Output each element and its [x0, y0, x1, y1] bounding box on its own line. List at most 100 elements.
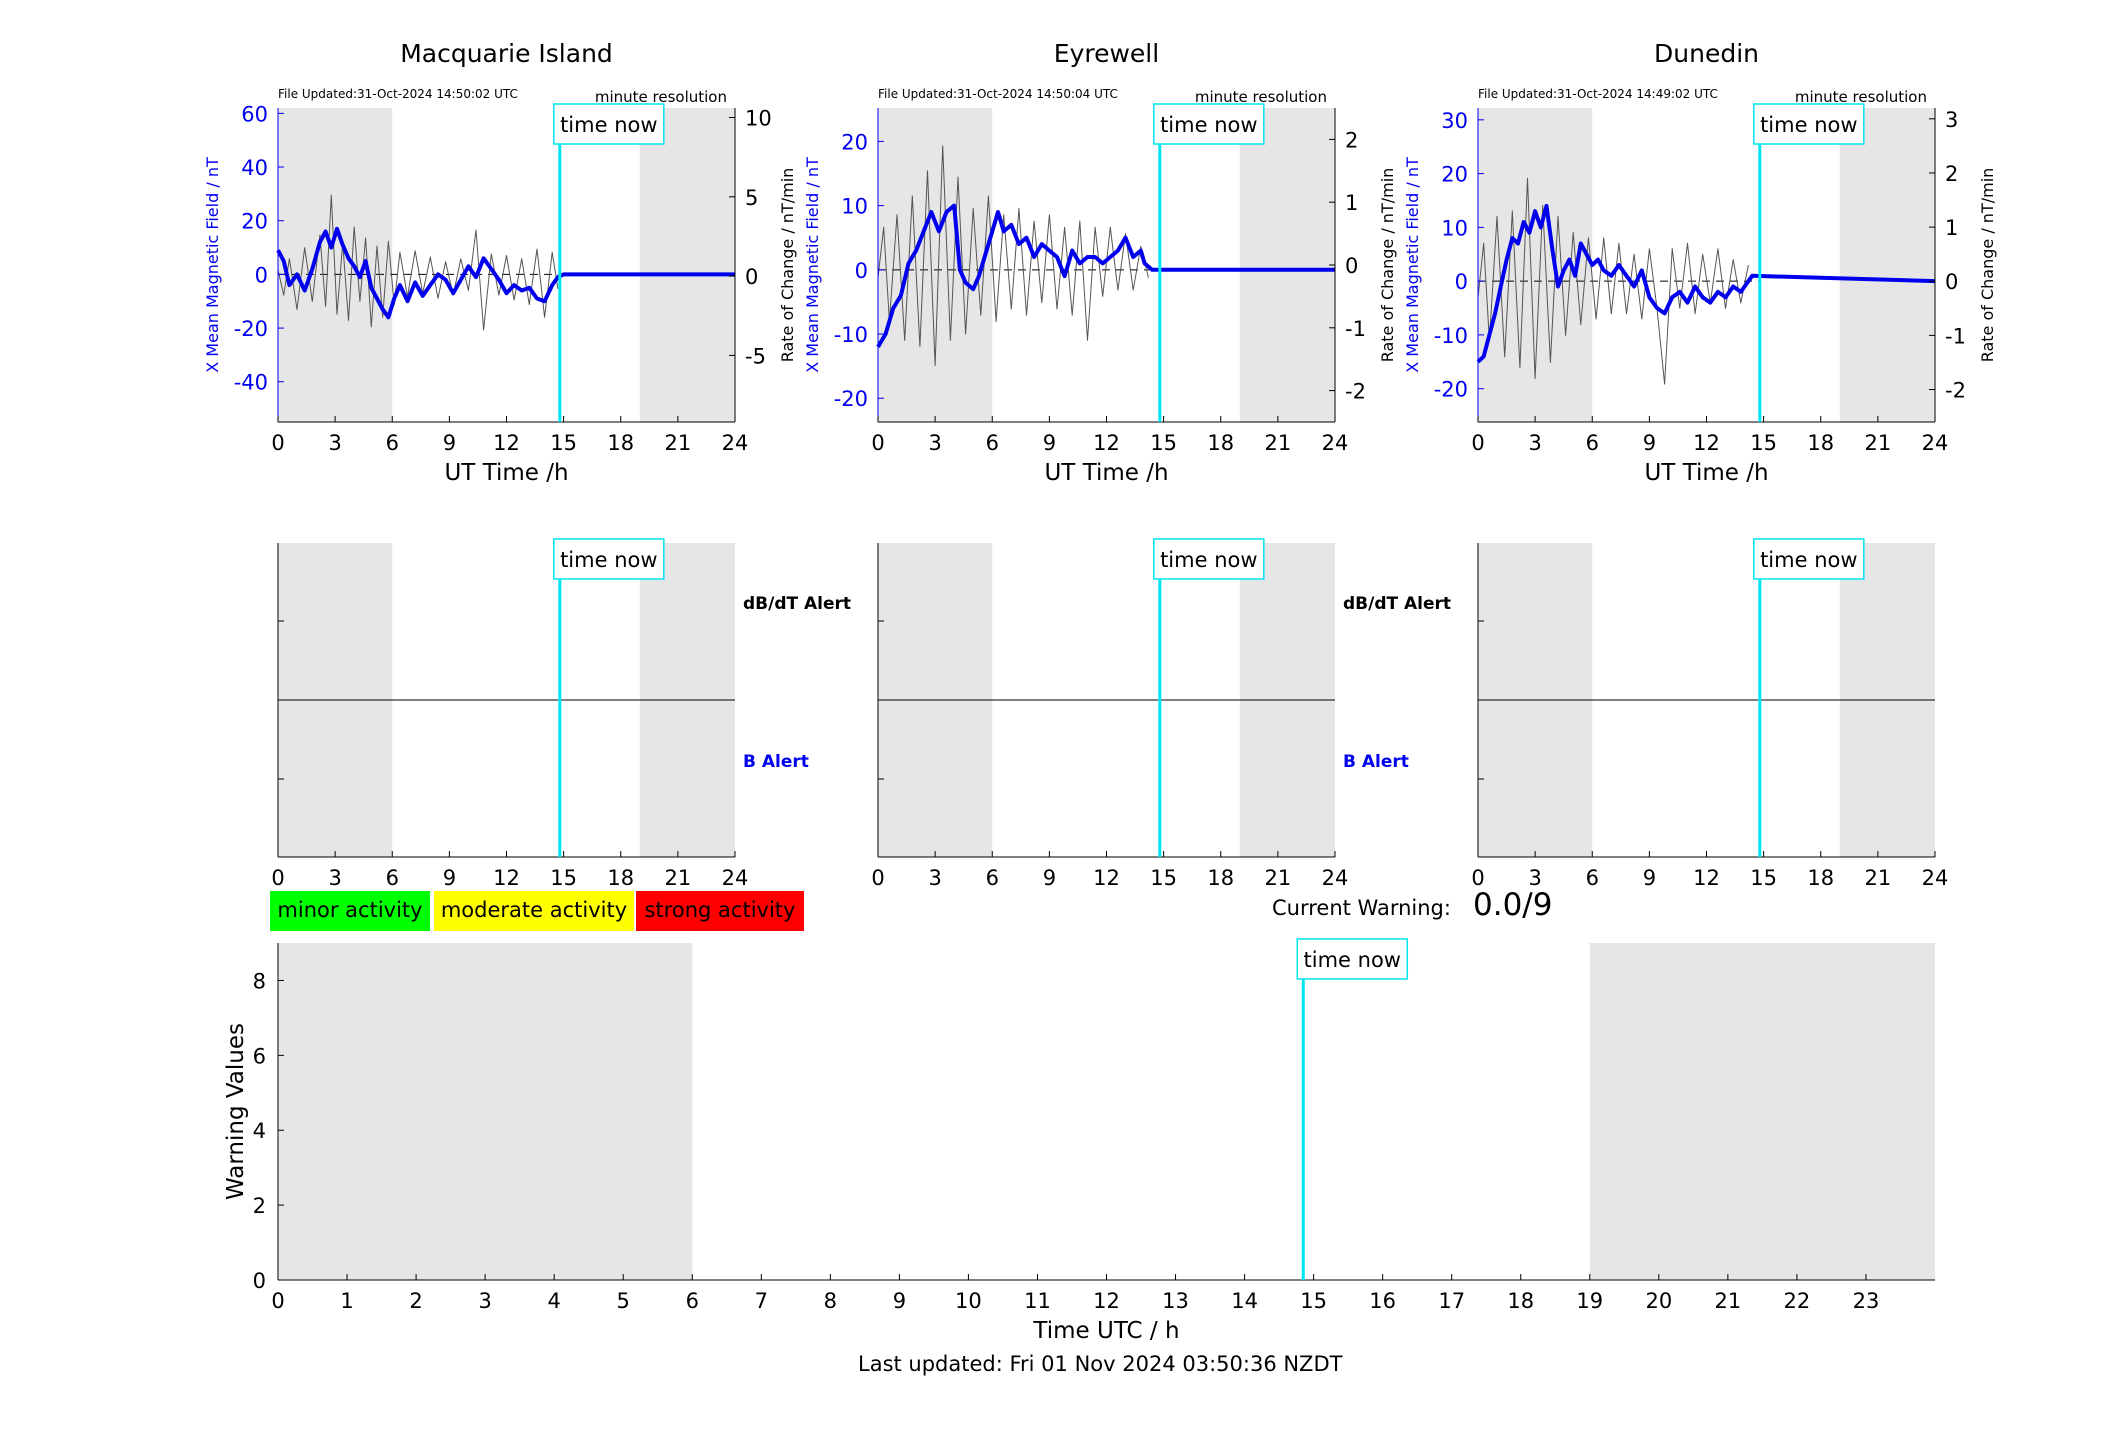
- station-2-shade-1: [1839, 108, 1935, 422]
- station-2-file-updated: File Updated:31-Oct-2024 14:49:02 UTC: [1478, 87, 1718, 101]
- station-2-x-label: UT Time /h: [1644, 460, 1768, 486]
- warning-x-tick-label: 21: [1715, 1289, 1742, 1313]
- alert-1-time-now-label: time now: [1160, 548, 1257, 572]
- current-warning-label: Current Warning:: [1272, 896, 1451, 920]
- station-2-time-now-box: [1753, 103, 1865, 145]
- station-1-y-left-tick-label: 0: [855, 259, 868, 283]
- warning-time-now-box: [1296, 938, 1409, 980]
- station-1-y-left-tick-label: 20: [841, 130, 868, 154]
- warning-x-tick-label: 23: [1853, 1289, 1880, 1313]
- alert-1-x-tick-label: 15: [1150, 866, 1177, 890]
- station-1-field-series: [876, 203, 1335, 348]
- alert-0-x-tick-label: 6: [386, 866, 399, 890]
- station-2-x-tick-label: 0: [1471, 431, 1484, 455]
- alert-2-x-tick-label: 15: [1750, 866, 1777, 890]
- warning-x-tick-label: 14: [1231, 1289, 1258, 1313]
- alert-0-x-tick-label: 15: [550, 866, 577, 890]
- warning-x-tick-label: 20: [1645, 1289, 1672, 1313]
- alert-1-b-alert-label: B Alert: [1343, 752, 1409, 772]
- alert-0-time-now-box: [553, 538, 665, 580]
- station-1-y-right-tick-label: 2: [1345, 128, 1358, 152]
- alert-1-dbdt-label: dB/dT Alert: [1343, 594, 1451, 614]
- alert-2-x-tick-label: 6: [1586, 866, 1599, 890]
- station-2-x-tick-label: 9: [1643, 431, 1656, 455]
- station-2-x-tick-label: 24: [1922, 431, 1949, 455]
- station-0-x-tick-label: 0: [271, 431, 284, 455]
- warning-x-tick-label: 19: [1576, 1289, 1603, 1313]
- legend-moderate-activity: moderate activity: [434, 891, 634, 931]
- alert-2-time-now-label: time now: [1760, 548, 1857, 572]
- alert-2-x-tick-label: 18: [1807, 866, 1834, 890]
- alert-2-x-tick-label: 0: [1471, 866, 1484, 890]
- station-1-y-right-tick-label: 0: [1345, 254, 1358, 278]
- station-1-x-tick-label: 21: [1265, 431, 1292, 455]
- station-2-x-tick-label: 15: [1750, 431, 1777, 455]
- station-1-y-right-tick-label: 1: [1345, 191, 1358, 215]
- station-2-rate-series: [1477, 177, 1749, 385]
- warning-x-tick-label: 6: [686, 1289, 699, 1313]
- alert-0-time-now-label: time now: [560, 548, 657, 572]
- station-0-y-left-label: X Mean Magnetic Field / nT: [203, 157, 222, 373]
- warning-y-tick-label: 4: [253, 1119, 266, 1143]
- warning-y-tick-label: 8: [253, 969, 266, 993]
- warning-x-tick-label: 3: [478, 1289, 491, 1313]
- station-1-x-tick-label: 24: [1322, 431, 1349, 455]
- station-1-x-tick-label: 6: [986, 431, 999, 455]
- station-0-x-tick-label: 21: [665, 431, 692, 455]
- alert-1-x-tick-label: 24: [1322, 866, 1349, 890]
- last-updated-text: Last updated: Fri 01 Nov 2024 03:50:36 N…: [858, 1352, 1343, 1376]
- warning-x-tick-label: 18: [1507, 1289, 1534, 1313]
- warning-x-tick-label: 13: [1162, 1289, 1189, 1313]
- station-0-y-left-tick-label: 40: [241, 156, 268, 180]
- station-2-y-left-tick-label: 0: [1455, 270, 1468, 294]
- station-0-y-right-tick-label: 5: [745, 186, 758, 210]
- station-2-x-tick-label: 6: [1586, 431, 1599, 455]
- station-0-x-tick-label: 18: [607, 431, 634, 455]
- station-2-field-series: [1476, 203, 1936, 364]
- station-1-y-left-tick-label: -20: [834, 387, 868, 411]
- warning-shade-1: [1589, 943, 1935, 1280]
- station-2-y-right-tick-label: 1: [1945, 216, 1958, 240]
- station-2-y-left-tick-label: 30: [1441, 109, 1468, 133]
- warning-y-tick-label: 6: [253, 1044, 266, 1068]
- station-0-field-series: [276, 226, 735, 320]
- warning-x-tick-label: 11: [1024, 1289, 1051, 1313]
- station-0-y-right-tick-label: 0: [745, 265, 758, 289]
- alert-2-x-tick-label: 3: [1528, 866, 1541, 890]
- station-2-y-right-tick-label: 3: [1945, 108, 1958, 132]
- station-0-x-tick-label: 24: [722, 431, 749, 455]
- station-0-x-tick-label: 12: [493, 431, 520, 455]
- alert-0-b-alert-label: B Alert: [743, 752, 809, 772]
- station-2-y-left-tick-label: -10: [1434, 324, 1468, 348]
- station-2-y-right-tick-label: -1: [1945, 324, 1966, 348]
- station-1-y-left-label: X Mean Magnetic Field / nT: [803, 157, 822, 373]
- alert-1-x-tick-label: 0: [871, 866, 884, 890]
- warning-x-tick-label: 16: [1369, 1289, 1396, 1313]
- station-1-x-tick-label: 9: [1043, 431, 1056, 455]
- alert-2-x-tick-label: 21: [1865, 866, 1892, 890]
- station-0-y-left-tick-label: -40: [234, 371, 268, 395]
- station-0-y-left-tick-label: 60: [241, 102, 268, 126]
- station-2-x-tick-label: 12: [1693, 431, 1720, 455]
- station-2-time-now-label: time now: [1760, 113, 1857, 137]
- alert-2-x-tick-label: 24: [1922, 866, 1949, 890]
- station-2-y-right-label: Rate of Change / nT/min: [1978, 168, 1997, 363]
- station-1-x-tick-label: 3: [928, 431, 941, 455]
- station-0-x-tick-label: 6: [386, 431, 399, 455]
- alert-0-x-tick-label: 3: [328, 866, 341, 890]
- alert-1-x-tick-label: 12: [1093, 866, 1120, 890]
- station-0-x-tick-label: 9: [443, 431, 456, 455]
- station-1-y-left-tick-label: 10: [841, 195, 868, 219]
- warning-x-tick-label: 1: [340, 1289, 353, 1313]
- warning-x-tick-label: 7: [755, 1289, 768, 1313]
- station-0-time-now-box: [553, 103, 665, 145]
- station-1-y-right-label: Rate of Change / nT/min: [1378, 168, 1397, 363]
- warning-x-tick-label: 10: [955, 1289, 982, 1313]
- station-2-y-right-tick-label: 2: [1945, 162, 1958, 186]
- station-1-y-left-tick-label: -10: [834, 323, 868, 347]
- warning-x-label: Time UTC / h: [1032, 1318, 1179, 1344]
- station-0-y-right-label: Rate of Change / nT/min: [778, 168, 797, 363]
- station-0-x-tick-label: 3: [328, 431, 341, 455]
- station-1-x-tick-label: 12: [1093, 431, 1120, 455]
